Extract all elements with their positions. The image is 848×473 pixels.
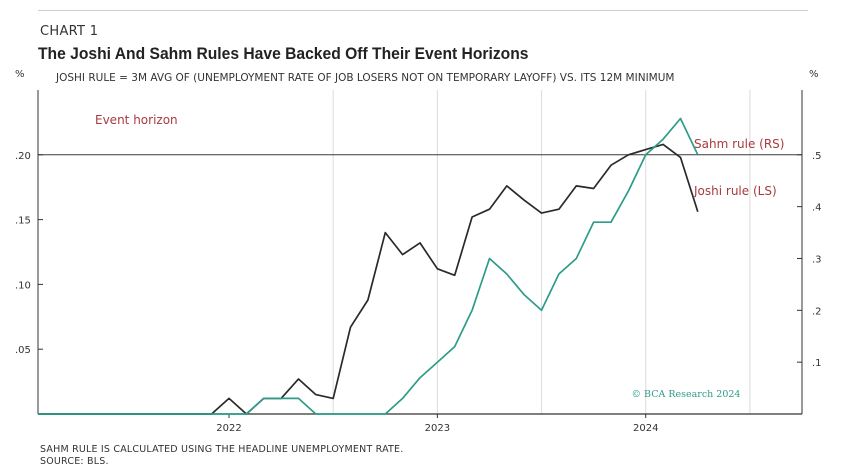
joshi-rule-label: Joshi rule (LS) bbox=[693, 184, 777, 198]
footnote-source: SOURCE: BLS. bbox=[40, 456, 109, 467]
footnote-method: SAHM RULE IS CALCULATED USING THE HEADLI… bbox=[40, 444, 404, 455]
right-tick-label: .4 bbox=[812, 203, 822, 214]
series-layer bbox=[38, 117, 699, 415]
x-tick-label: 2022 bbox=[216, 423, 241, 434]
sahm-rule-line bbox=[38, 117, 699, 415]
right-tick-label: .2 bbox=[812, 306, 822, 317]
left-tick-label: .05 bbox=[15, 345, 31, 356]
chart-subtitle: JOSHI RULE = 3M AVG OF (UNEMPLOYMENT RAT… bbox=[55, 72, 674, 84]
joshi-rule-line bbox=[38, 143, 699, 415]
right-tick-label: .3 bbox=[812, 254, 822, 265]
left-tick-label: .20 bbox=[15, 151, 31, 162]
right-tick-label: .5 bbox=[812, 151, 822, 162]
axes-layer: .05 .10 .15 .20 .1 .2 .3 .4 .5 2022 2023 2024 bbox=[15, 90, 822, 434]
left-tick-label: .10 bbox=[15, 280, 31, 291]
sahm-rule-label: Sahm rule (RS) bbox=[694, 137, 784, 151]
top-rule bbox=[38, 10, 808, 11]
chart-number-label: CHART 1 bbox=[40, 24, 99, 39]
chart-title: The Joshi And Sahm Rules Have Backed Off… bbox=[38, 44, 529, 63]
x-tick-label: 2023 bbox=[425, 423, 450, 434]
left-axis-unit: % bbox=[15, 69, 25, 80]
x-tick-label: 2024 bbox=[633, 423, 658, 434]
copyright-label: © BCA Research 2024 bbox=[632, 389, 741, 400]
right-axis-unit: % bbox=[809, 69, 819, 80]
grid-layer bbox=[38, 90, 802, 414]
left-tick-label: .15 bbox=[15, 216, 31, 227]
event-horizon-label: Event horizon bbox=[95, 113, 178, 127]
right-tick-label: .1 bbox=[812, 358, 822, 369]
